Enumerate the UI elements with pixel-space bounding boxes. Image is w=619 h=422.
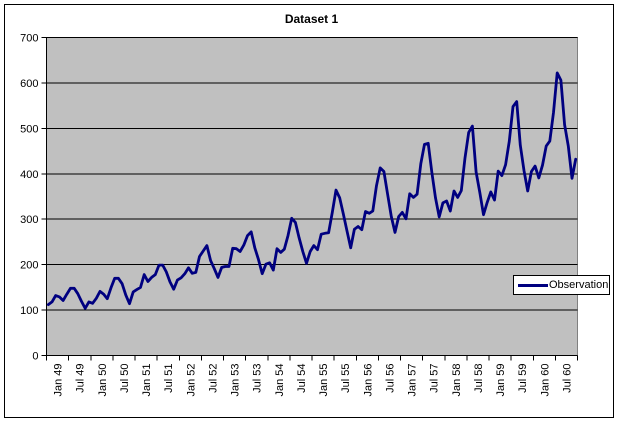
legend-line-sample <box>518 283 548 287</box>
x-tick-label: Jan 56 <box>362 364 374 397</box>
x-tick-label: Jan 54 <box>274 364 286 397</box>
y-tick-label: 300 <box>20 214 38 226</box>
x-tick-label: Jul 54 <box>296 364 308 393</box>
x-tick-label: Jan 49 <box>53 364 65 397</box>
x-tick-label: Jan 57 <box>407 364 419 397</box>
x-tick-label: Jan 52 <box>185 364 197 397</box>
x-tick-label: Jul 49 <box>75 364 87 393</box>
x-tick-label: Jan 58 <box>451 364 463 397</box>
y-tick-label: 600 <box>20 78 38 90</box>
chart-title: Dataset 1 <box>284 12 339 26</box>
series-line <box>46 71 578 310</box>
y-tick-label: 200 <box>20 260 38 272</box>
plot-background <box>46 37 578 356</box>
x-tick-label: Jul 53 <box>252 364 264 393</box>
x-tick-label: Jan 55 <box>318 364 330 397</box>
legend-label: Observation <box>549 279 609 291</box>
x-tick-label: Jul 50 <box>119 364 131 393</box>
x-tick-label: Jul 60 <box>561 364 573 393</box>
x-tick-label: Jan 51 <box>141 364 153 397</box>
legend-box: Observation <box>513 275 610 295</box>
y-tick-label: 500 <box>20 123 38 135</box>
x-tick-label: Jan 60 <box>539 364 551 397</box>
x-tick-label: Jan 50 <box>97 364 109 397</box>
x-tick-label: Jul 55 <box>340 364 352 393</box>
x-tick-label: Jul 57 <box>429 364 441 393</box>
x-tick-label: Jan 53 <box>230 364 242 397</box>
x-tick-label: Jul 51 <box>163 364 175 393</box>
y-tick-label: 700 <box>20 33 38 45</box>
x-tick-label: Jan 59 <box>495 364 507 397</box>
x-tick-label: Jul 58 <box>473 364 485 393</box>
y-tick-label: 0 <box>32 351 38 363</box>
y-tick-label: 400 <box>20 169 38 181</box>
x-tick-label: Jul 56 <box>384 364 396 393</box>
x-tick-label: Jul 59 <box>517 364 529 393</box>
y-tick-label: 100 <box>20 305 38 317</box>
x-tick-label: Jul 52 <box>207 364 219 393</box>
